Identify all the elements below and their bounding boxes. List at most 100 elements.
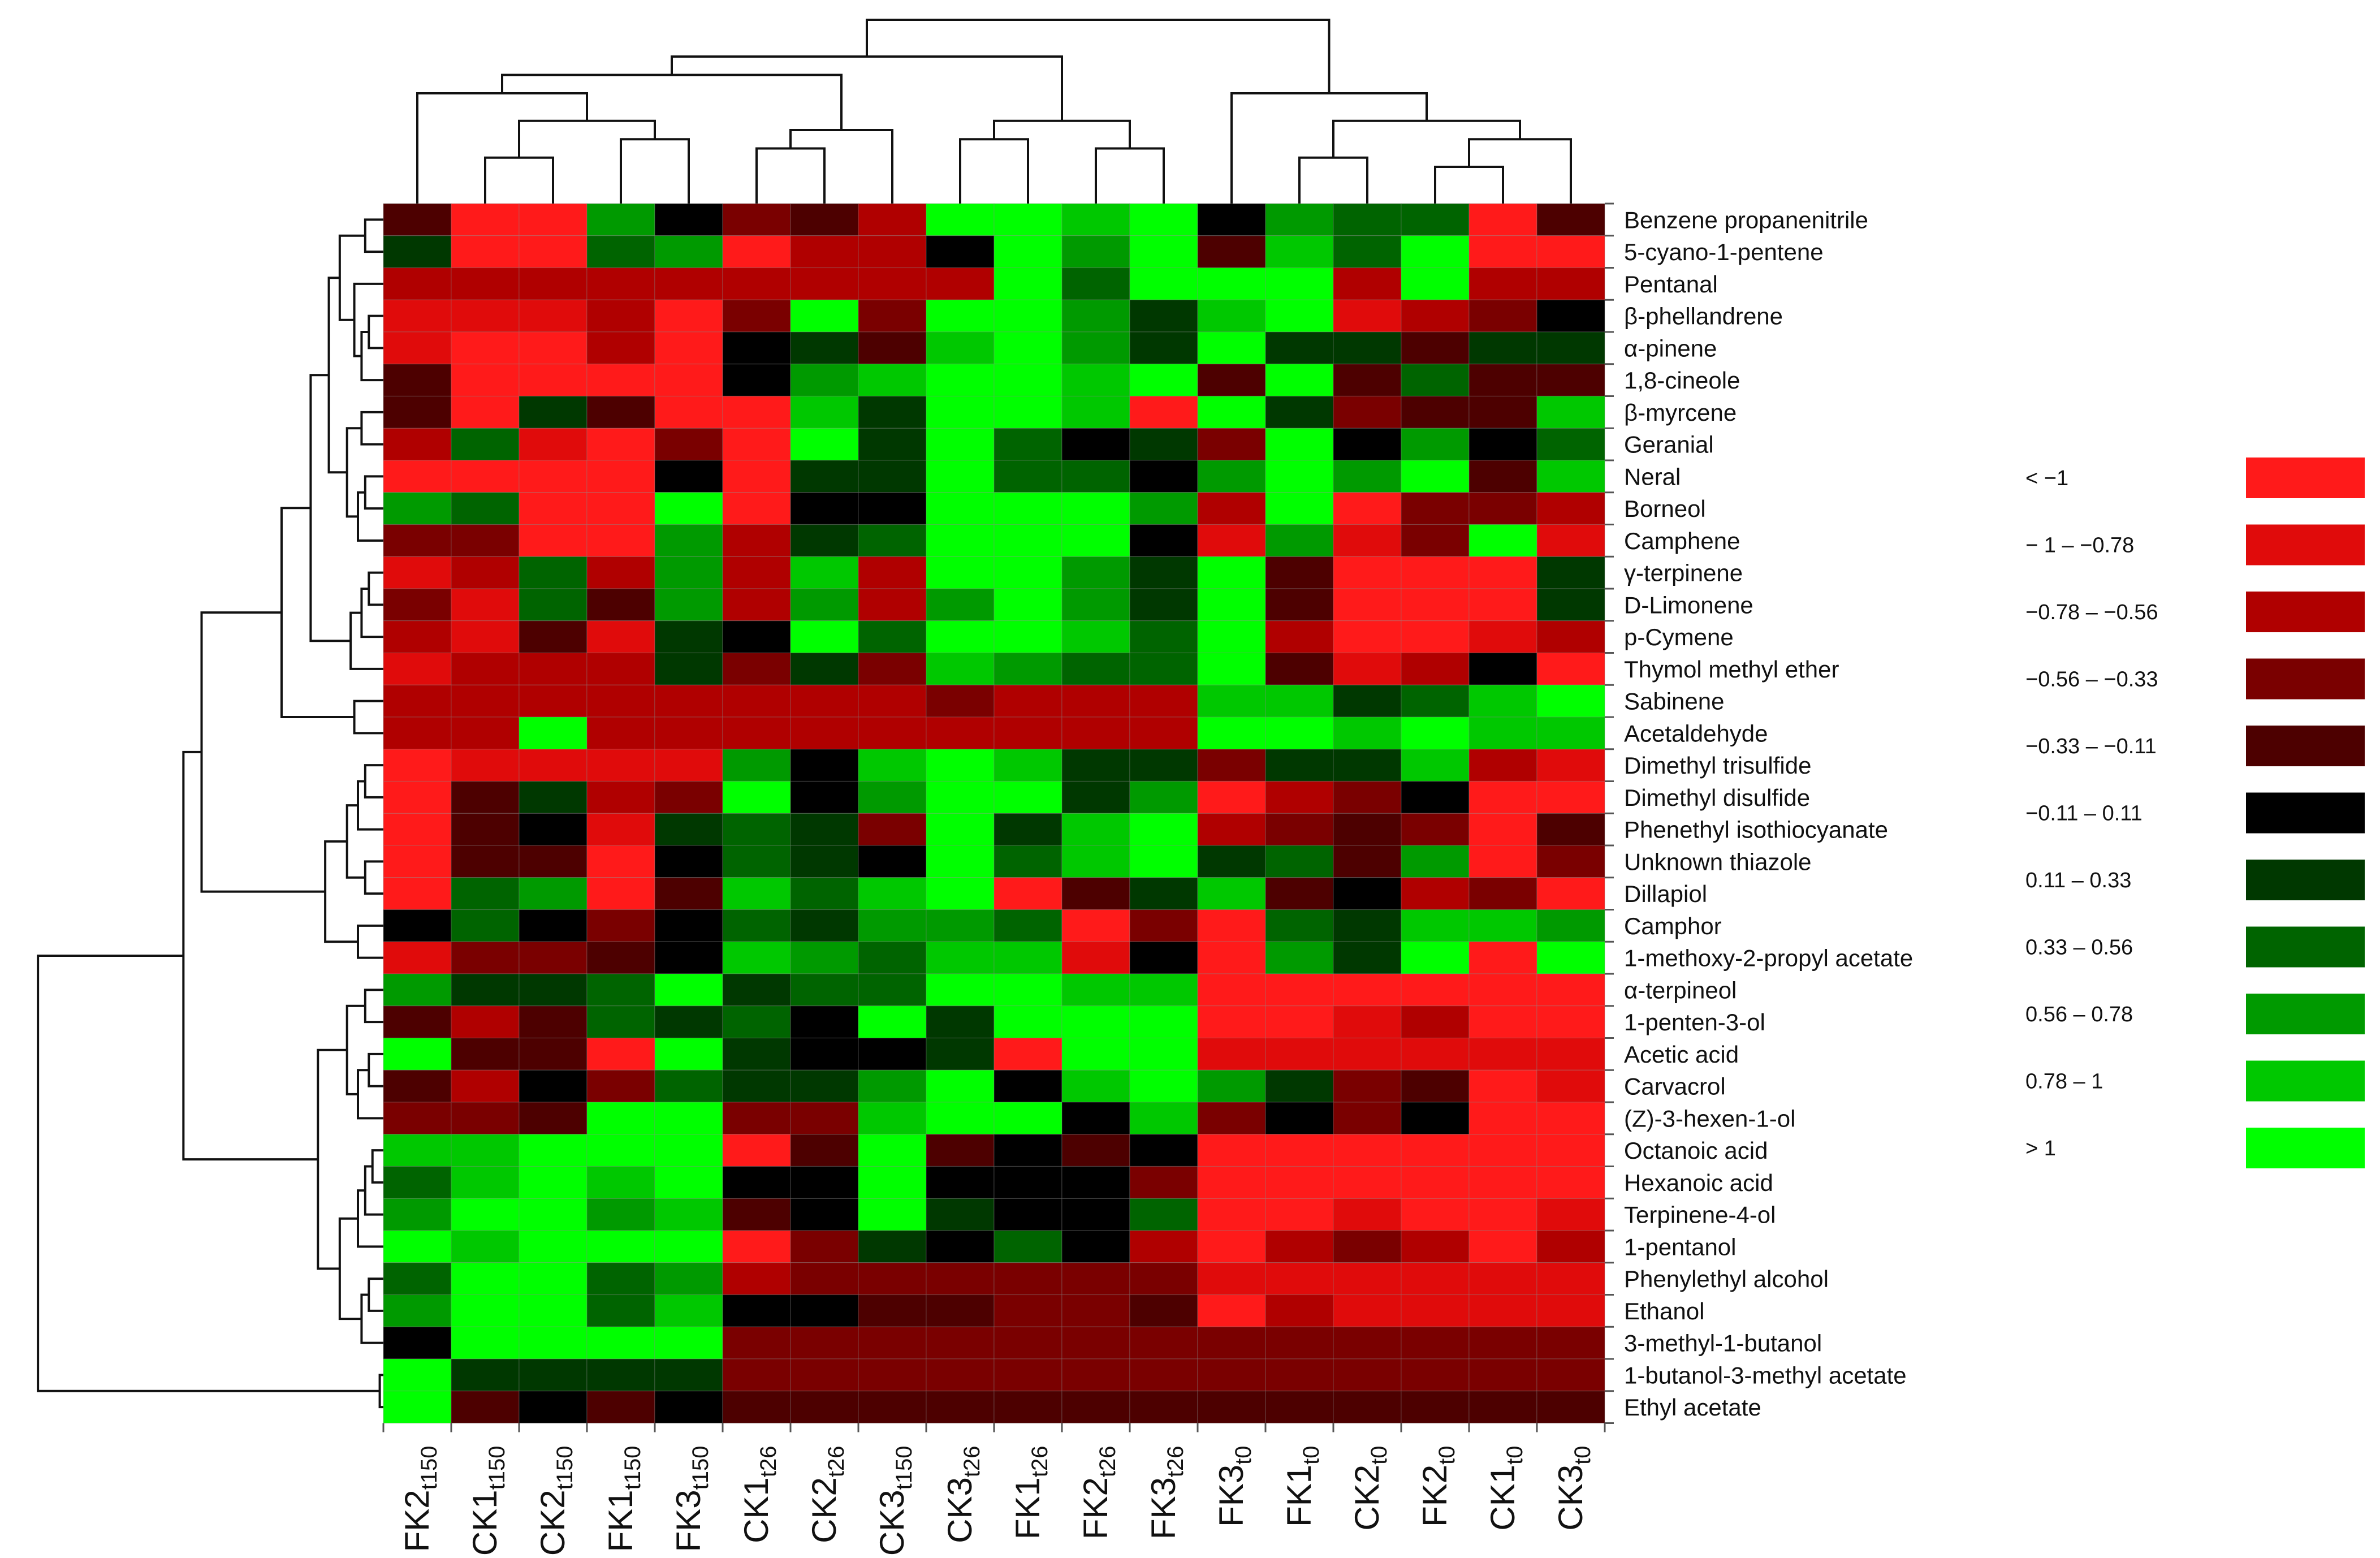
heatmap-cell — [994, 909, 1062, 942]
heatmap-cell — [858, 460, 927, 493]
heatmap-cell — [451, 1166, 520, 1199]
heatmap-cell — [790, 1326, 859, 1360]
heatmap-cell — [1333, 428, 1402, 461]
heatmap-cell — [722, 267, 791, 300]
row-label: Benzene propanenitrile — [1624, 206, 1868, 233]
heatmap-cell — [1129, 492, 1198, 525]
heatmap-cell — [1265, 460, 1334, 493]
heatmap-cell — [451, 1134, 520, 1167]
heatmap-cell — [654, 1326, 723, 1360]
heatmap-cell — [586, 203, 655, 236]
column-label: CK3t0 — [1552, 1446, 1595, 1531]
heatmap-cell — [451, 1294, 520, 1327]
heatmap-cell — [926, 331, 995, 365]
heatmap-cell — [1265, 299, 1334, 333]
heatmap-cell — [383, 524, 452, 557]
heatmap-cell — [1401, 588, 1470, 622]
heatmap-cell — [1401, 492, 1470, 525]
row-label: Ethyl acetate — [1624, 1394, 1761, 1421]
heatmap-cell — [722, 395, 791, 429]
heatmap-cell — [1061, 331, 1130, 365]
heatmap-cell — [994, 524, 1062, 557]
heatmap-cell — [926, 460, 995, 493]
heatmap-cell — [1061, 1294, 1130, 1327]
heatmap-cell — [383, 331, 452, 365]
heatmap-cell — [1468, 620, 1537, 654]
row-dendrogram-link — [364, 475, 383, 510]
row-label: 3-methyl-1-butanol — [1624, 1330, 1822, 1357]
heatmap-cell — [994, 1230, 1062, 1263]
heatmap-cell — [1197, 749, 1266, 782]
heatmap-cell — [926, 1069, 995, 1103]
heatmap-cell — [1401, 364, 1470, 397]
heatmap-cell — [586, 1102, 655, 1135]
heatmap-cell — [1333, 909, 1402, 942]
heatmap-cell — [1129, 1326, 1198, 1360]
heatmap-cell — [654, 299, 723, 333]
row-dendrogram — [37, 218, 383, 1409]
heatmap-cell — [926, 909, 995, 942]
heatmap-cell — [790, 1069, 859, 1103]
heatmap-cell — [383, 1102, 452, 1135]
row-label: Camphor — [1624, 913, 1722, 939]
heatmap-cell — [1401, 620, 1470, 654]
heatmap-cell — [383, 1134, 452, 1167]
heatmap-cell — [383, 620, 452, 654]
heatmap-cell — [1401, 684, 1470, 718]
column-dendrogram-link — [1298, 156, 1368, 204]
heatmap-cell — [1468, 813, 1537, 846]
heatmap-cell — [654, 588, 723, 622]
heatmap-cell — [722, 588, 791, 622]
heatmap-cell — [858, 203, 927, 236]
heatmap-cell — [1536, 395, 1605, 429]
heatmap-cell — [1265, 1069, 1334, 1103]
heatmap-cell — [722, 973, 791, 1007]
heatmap-cell — [383, 1326, 452, 1360]
row-label: p-Cymene — [1624, 624, 1734, 650]
column-label: CK1t0 — [1484, 1446, 1527, 1531]
heatmap-cell — [1061, 1069, 1130, 1103]
heatmap-cell — [994, 652, 1062, 685]
heatmap-cell — [1536, 588, 1605, 622]
heatmap-cell — [858, 684, 927, 718]
legend-label: 0.56 – 0.78 — [2025, 1003, 2133, 1026]
heatmap-cell — [1536, 460, 1605, 493]
column-label: FK2t0 — [1416, 1446, 1459, 1527]
row-label: 1-pentanol — [1624, 1233, 1737, 1260]
heatmap-cell — [1265, 1037, 1334, 1071]
heatmap-cell — [722, 684, 791, 718]
heatmap-cell — [994, 717, 1062, 750]
heatmap-cell — [383, 395, 452, 429]
heatmap-cell — [383, 652, 452, 685]
heatmap-cell — [790, 1102, 859, 1135]
heatmap-cell — [722, 717, 791, 750]
heatmap-cell — [994, 203, 1062, 236]
row-label: γ-terpinene — [1624, 560, 1743, 586]
heatmap-cell — [654, 1005, 723, 1039]
heatmap-cell — [722, 524, 791, 557]
heatmap-cell — [1061, 524, 1130, 557]
heatmap-cell — [790, 909, 859, 942]
heatmap-cell — [926, 235, 995, 269]
heatmap-cell — [383, 877, 452, 910]
heatmap-cell — [383, 1198, 452, 1231]
heatmap-cell — [383, 717, 452, 750]
row-label: Sabinene — [1624, 688, 1725, 715]
heatmap-cell — [1265, 1326, 1334, 1360]
heatmap-cell — [383, 364, 452, 397]
heatmap-cell — [926, 299, 995, 333]
heatmap-cell — [1265, 941, 1334, 974]
heatmap-cell — [1401, 749, 1470, 782]
heatmap-cell — [790, 492, 859, 525]
heatmap-cell — [926, 1198, 995, 1231]
heatmap-cell — [1265, 813, 1334, 846]
heatmap-cell — [926, 203, 995, 236]
heatmap-cell — [383, 973, 452, 1007]
column-dendrogram-link — [959, 138, 1029, 204]
heatmap-cell — [1129, 1198, 1198, 1231]
heatmap-cell — [926, 1262, 995, 1296]
heatmap-cell — [722, 909, 791, 942]
row-dendrogram-link — [37, 954, 380, 1392]
heatmap-cell — [1197, 524, 1266, 557]
heatmap-cell — [1333, 1102, 1402, 1135]
